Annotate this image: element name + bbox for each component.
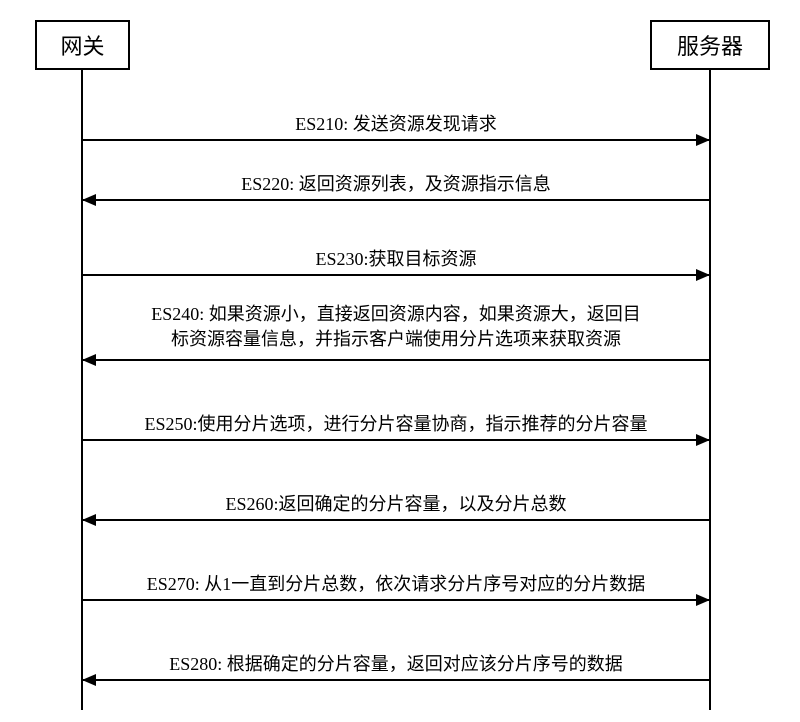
message-label-es260: ES260:返回确定的分片容量，以及分片总数	[82, 492, 710, 517]
arrowhead-left-icon	[82, 194, 96, 206]
message-label-es280: ES280: 根据确定的分片容量，返回对应该分片序号的数据	[82, 652, 710, 677]
message-label-es240: ES240: 如果资源小，直接返回资源内容，如果资源大，返回目 标资源容量信息，…	[82, 302, 710, 352]
sequence-diagram: 网关 服务器 ES210: 发送资源发现请求 ES220: 返回资源列表，及资源指示信…	[0, 0, 800, 722]
participant-gateway: 网关	[35, 20, 130, 70]
arrowhead-right-icon	[696, 269, 710, 281]
lifeline-server	[709, 70, 711, 710]
message-arrow-es210	[82, 139, 710, 141]
participant-server: 服务器	[650, 20, 770, 70]
message-label-es210: ES210: 发送资源发现请求	[82, 112, 710, 137]
message-arrow-es220	[82, 199, 710, 201]
message-arrow-es240	[82, 359, 710, 361]
message-arrow-es260	[82, 519, 710, 521]
message-arrow-es270	[82, 599, 710, 601]
arrowhead-left-icon	[82, 514, 96, 526]
message-label-es270: ES270: 从1一直到分片总数，依次请求分片序号对应的分片数据	[82, 572, 710, 597]
message-label-es230: ES230:获取目标资源	[82, 247, 710, 272]
lifeline-gateway	[81, 70, 83, 710]
arrowhead-right-icon	[696, 594, 710, 606]
message-arrow-es230	[82, 274, 710, 276]
arrowhead-right-icon	[696, 134, 710, 146]
arrowhead-left-icon	[82, 674, 96, 686]
message-label-es220: ES220: 返回资源列表，及资源指示信息	[82, 172, 710, 197]
arrowhead-left-icon	[82, 354, 96, 366]
message-arrow-es250	[82, 439, 710, 441]
message-arrow-es280	[82, 679, 710, 681]
arrowhead-right-icon	[696, 434, 710, 446]
message-label-es250: ES250:使用分片选项，进行分片容量协商，指示推荐的分片容量	[82, 412, 710, 437]
